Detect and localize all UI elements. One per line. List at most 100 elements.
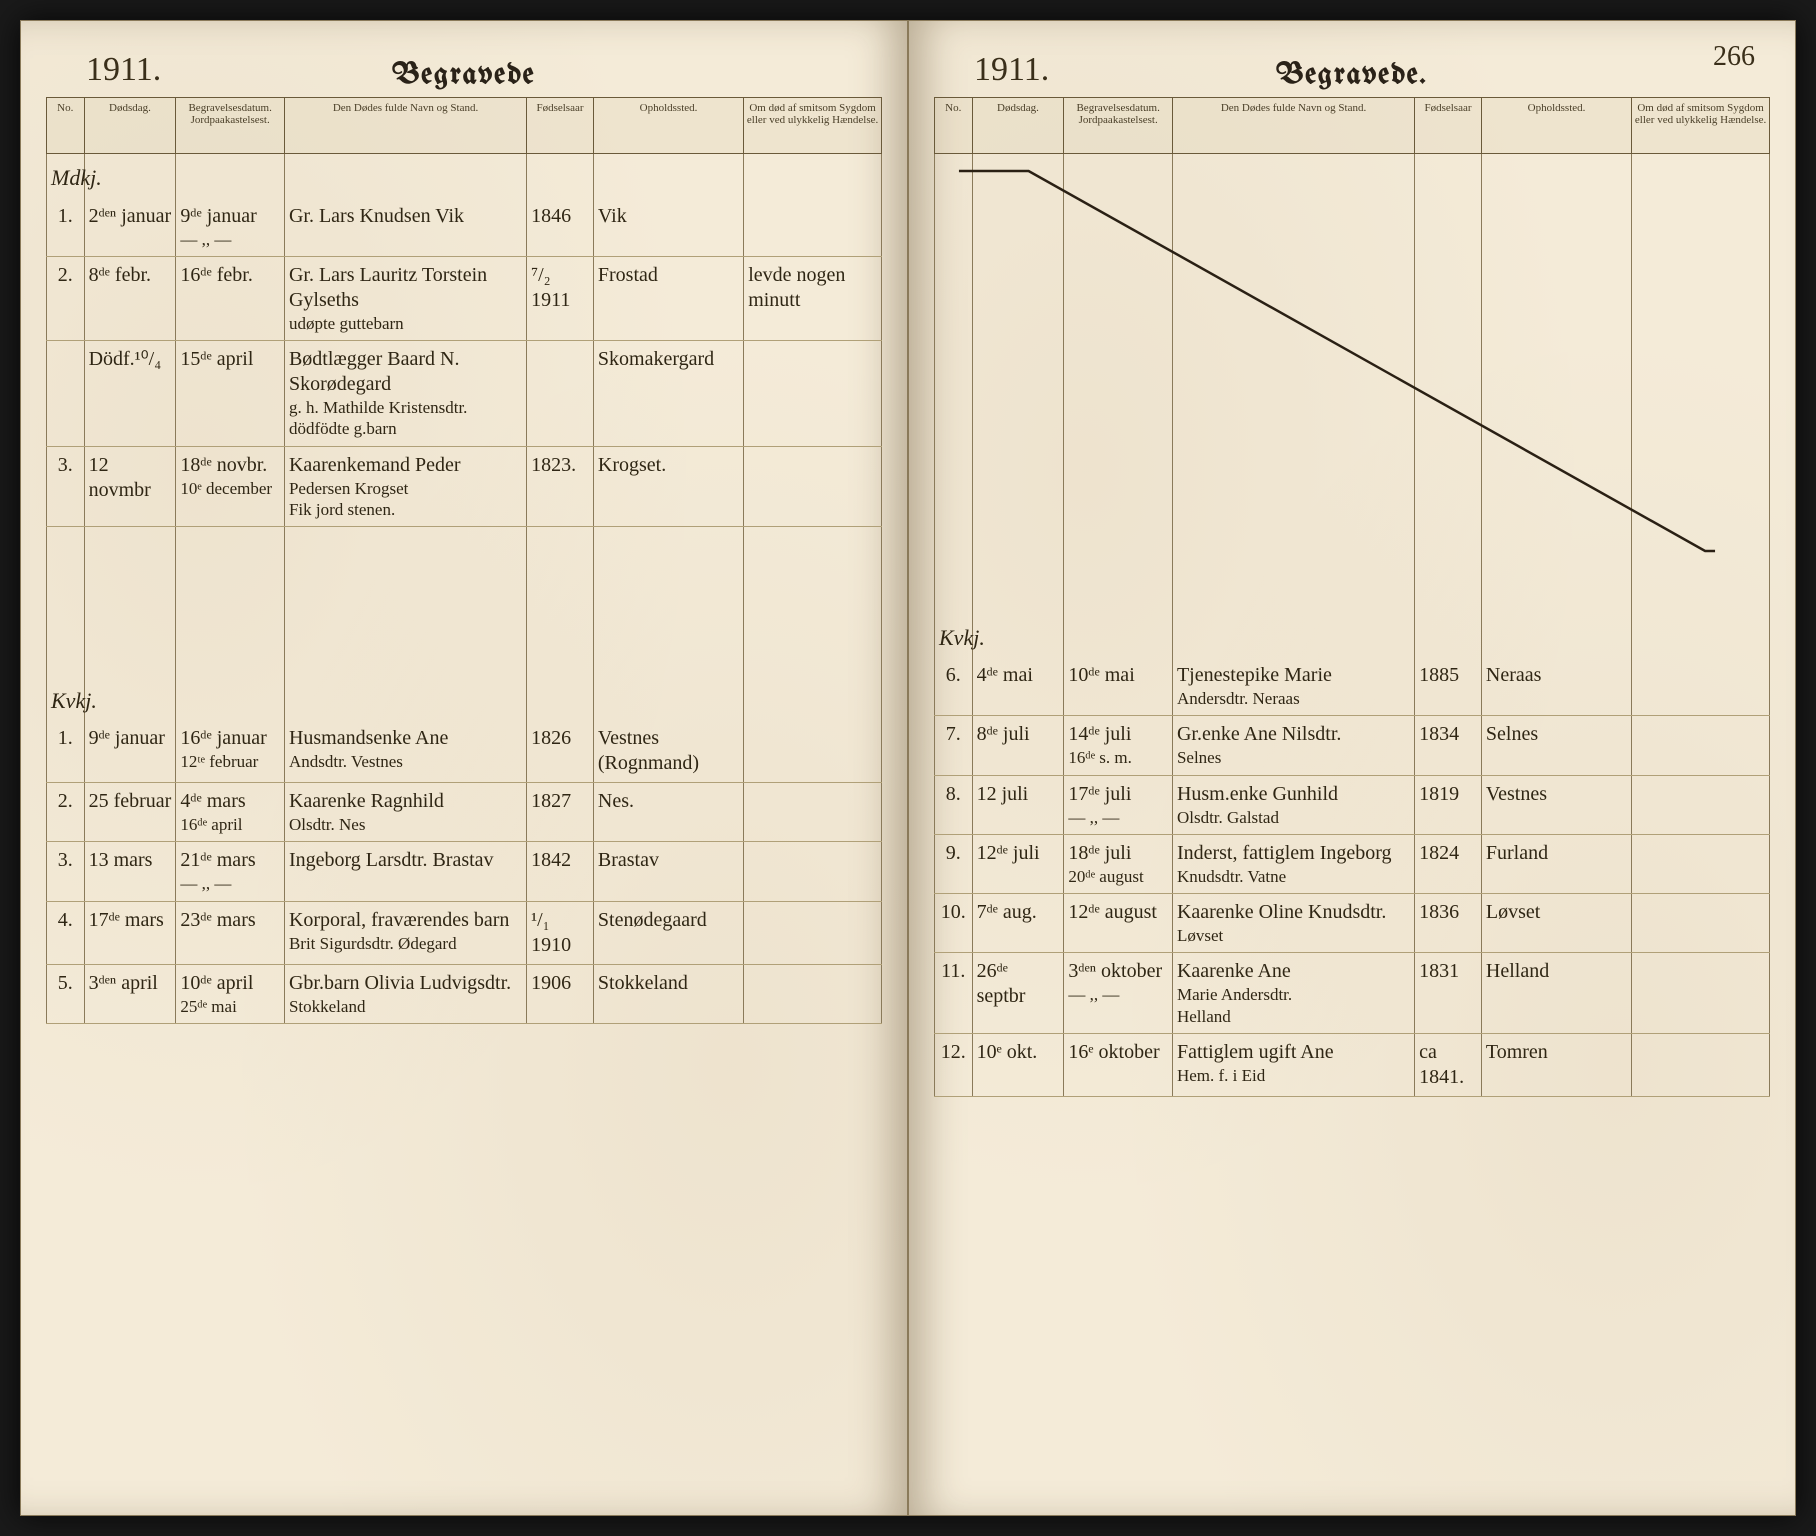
- cell-name: Gbr.barn Olivia Ludvigsdtr.Stokkeland: [284, 964, 526, 1023]
- cell-place: Brastav: [593, 842, 743, 901]
- cell-burial: 21ᵈᵉ mars— ,, —: [176, 842, 285, 901]
- cell-death: 25 februar: [84, 783, 176, 842]
- cell-death: 12ᵈᵉ juli: [972, 834, 1064, 893]
- col-burial: Begravelsesdatum. Jordpaakastelsest.: [176, 98, 285, 154]
- table-row: 7.8ᵈᵉ juli14ᵈᵉ juli16ᵈᵉ s. m.Gr.enke Ane…: [935, 716, 1770, 775]
- table-row: 2.8ᵈᵉ febr.16ᵈᵉ febr.Gr. Lars Lauritz To…: [47, 256, 882, 340]
- cell-year: 1826: [527, 720, 594, 783]
- cell-name: Gr. Lars Knudsen Vik: [284, 198, 526, 257]
- cell-death: 26ᵈᵉ septbr: [972, 953, 1064, 1034]
- header-row: No. Dødsdag. Begravelsesdatum. Jordpaaka…: [935, 98, 1770, 154]
- cell-name: Husm.enke GunhildOlsdtr. Galstad: [1172, 775, 1414, 834]
- cell-name: Tjenestepike MarieAndersdtr. Neraas: [1172, 657, 1414, 716]
- cell-place: Nes.: [593, 783, 743, 842]
- cell-death: 2ᵈᵉⁿ januar: [84, 198, 176, 257]
- cell-no: 5.: [47, 964, 85, 1023]
- cell-no: 3.: [47, 446, 85, 527]
- cell-place: Vestnes: [1481, 775, 1631, 834]
- register-table-right: No. Dødsdag. Begravelsesdatum. Jordpaaka…: [934, 97, 1770, 1097]
- cell-burial: 23ᵈᵉ mars: [176, 901, 285, 964]
- cell-remarks: [1632, 834, 1770, 893]
- col-burial: Begravelsesdatum. Jordpaakastelsest.: [1064, 98, 1173, 154]
- cell-year: 1906: [527, 964, 594, 1023]
- col-place: Opholdssted.: [593, 98, 743, 154]
- cell-no: 3.: [47, 842, 85, 901]
- page-number: 266: [1713, 41, 1755, 73]
- cell-burial: 18ᵈᵉ juli20ᵈᵉ august: [1064, 834, 1173, 893]
- table-row: 2.25 februar4ᵈᵉ mars16ᵈᵉ aprilKaarenke R…: [47, 783, 882, 842]
- cell-burial: 12ᵈᵉ august: [1064, 894, 1173, 953]
- table-row: 1.9ᵈᵉ januar16ᵈᵉ januar12ᵗᵉ februarHusma…: [47, 720, 882, 783]
- col-year: Fødselsaar: [1415, 98, 1482, 154]
- cell-burial: 9ᵈᵉ januar— ,, —: [176, 198, 285, 257]
- cell-death: 12 novmbr: [84, 446, 176, 527]
- cell-year: 1842: [527, 842, 594, 901]
- table-row: 10.7ᵈᵉ aug.12ᵈᵉ augustKaarenke Oline Knu…: [935, 894, 1770, 953]
- cell-death: 17ᵈᵉ mars: [84, 901, 176, 964]
- cell-place: Furland: [1481, 834, 1631, 893]
- table-row: 8.12 juli17ᵈᵉ juli— ,, —Husm.enke Gunhil…: [935, 775, 1770, 834]
- cell-remarks: [744, 198, 882, 257]
- cell-death: 10ᵉ okt.: [972, 1033, 1064, 1096]
- cell-place: Vik: [593, 198, 743, 257]
- cell-remarks: [744, 446, 882, 527]
- cell-year: 1827: [527, 783, 594, 842]
- col-death: Dødsdag.: [972, 98, 1064, 154]
- cell-remarks: [744, 783, 882, 842]
- cell-year: ⁷/₂ 1911: [527, 256, 594, 340]
- cell-year: 1885: [1415, 657, 1482, 716]
- cell-no: [47, 341, 85, 447]
- cell-burial: 15ᵈᵉ april: [176, 341, 285, 447]
- col-no: No.: [935, 98, 973, 154]
- cell-name: Kaarenke RagnhildOlsdtr. Nes: [284, 783, 526, 842]
- cell-no: 1.: [47, 198, 85, 257]
- cell-year: 1846: [527, 198, 594, 257]
- section-label-row: Kvkj.: [47, 677, 882, 721]
- cell-place: Løvset: [1481, 894, 1631, 953]
- section-label: Mdkj.: [47, 154, 85, 198]
- left-page: 1911. Begravede No. Dødsdag. Begravelses…: [20, 20, 908, 1516]
- cell-death: 9ᵈᵉ januar: [84, 720, 176, 783]
- cell-burial: 16ᵈᵉ febr.: [176, 256, 285, 340]
- cell-name: Gr. Lars Lauritz Torstein Gylsethsudøpte…: [284, 256, 526, 340]
- table-row: 1.2ᵈᵉⁿ januar9ᵈᵉ januar— ,, —Gr. Lars Kn…: [47, 198, 882, 257]
- cell-name: Husmandsenke AneAndsdtr. Vestnes: [284, 720, 526, 783]
- cell-remarks: [744, 720, 882, 783]
- cell-no: 9.: [935, 834, 973, 893]
- table-row: 5.3ᵈᵉⁿ april10ᵈᵉ april25ᵈᵉ maiGbr.barn O…: [47, 964, 882, 1023]
- section-label-row: Kvkj.: [935, 614, 1770, 658]
- cell-year: 1834: [1415, 716, 1482, 775]
- cell-place: Krogset.: [593, 446, 743, 527]
- cell-burial: 10ᵈᵉ mai: [1064, 657, 1173, 716]
- cell-remarks: [1632, 894, 1770, 953]
- cell-no: 8.: [935, 775, 973, 834]
- table-row: 11.26ᵈᵉ septbr3ᵈᵉⁿ oktober— ,, —Kaarenke…: [935, 953, 1770, 1034]
- cell-name: Bødtlægger Baard N. Skorødegardg. h. Mat…: [284, 341, 526, 447]
- cell-remarks: [1632, 716, 1770, 775]
- cell-remarks: [1632, 775, 1770, 834]
- cell-place: Stenødegaard: [593, 901, 743, 964]
- register-table-left: No. Dødsdag. Begravelsesdatum. Jordpaaka…: [46, 97, 882, 1024]
- cell-no: 1.: [47, 720, 85, 783]
- cell-year: 1836: [1415, 894, 1482, 953]
- cell-death: 8ᵈᵉ febr.: [84, 256, 176, 340]
- cell-remarks: levde nogen minutt: [744, 256, 882, 340]
- cell-no: 2.: [47, 783, 85, 842]
- table-row: 3.13 mars21ᵈᵉ mars— ,, —Ingeborg Larsdtr…: [47, 842, 882, 901]
- cell-place: Frostad: [593, 256, 743, 340]
- cell-no: 11.: [935, 953, 973, 1034]
- spacer-row: [935, 584, 1770, 614]
- struck-region: [935, 154, 1770, 584]
- cell-place: Tomren: [1481, 1033, 1631, 1096]
- col-year: Fødselsaar: [527, 98, 594, 154]
- cell-death: Dödf.¹⁰/₄: [84, 341, 176, 447]
- cell-remarks: [744, 842, 882, 901]
- col-no: No.: [47, 98, 85, 154]
- section-label-row: Mdkj.: [47, 154, 882, 198]
- table-row: 6.4ᵈᵉ mai10ᵈᵉ maiTjenestepike MarieAnder…: [935, 657, 1770, 716]
- table-row: 3.12 novmbr18ᵈᵉ novbr.10ᵉ decemberKaaren…: [47, 446, 882, 527]
- register-book: 1911. Begravede No. Dødsdag. Begravelses…: [20, 20, 1796, 1516]
- cell-death: 13 mars: [84, 842, 176, 901]
- table-row: Dödf.¹⁰/₄15ᵈᵉ aprilBødtlægger Baard N. S…: [47, 341, 882, 447]
- cell-death: 7ᵈᵉ aug.: [972, 894, 1064, 953]
